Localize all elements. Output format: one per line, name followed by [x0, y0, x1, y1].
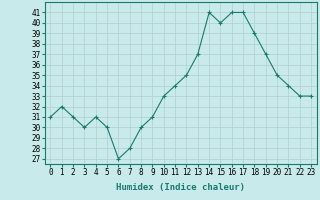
X-axis label: Humidex (Indice chaleur): Humidex (Indice chaleur)	[116, 183, 245, 192]
